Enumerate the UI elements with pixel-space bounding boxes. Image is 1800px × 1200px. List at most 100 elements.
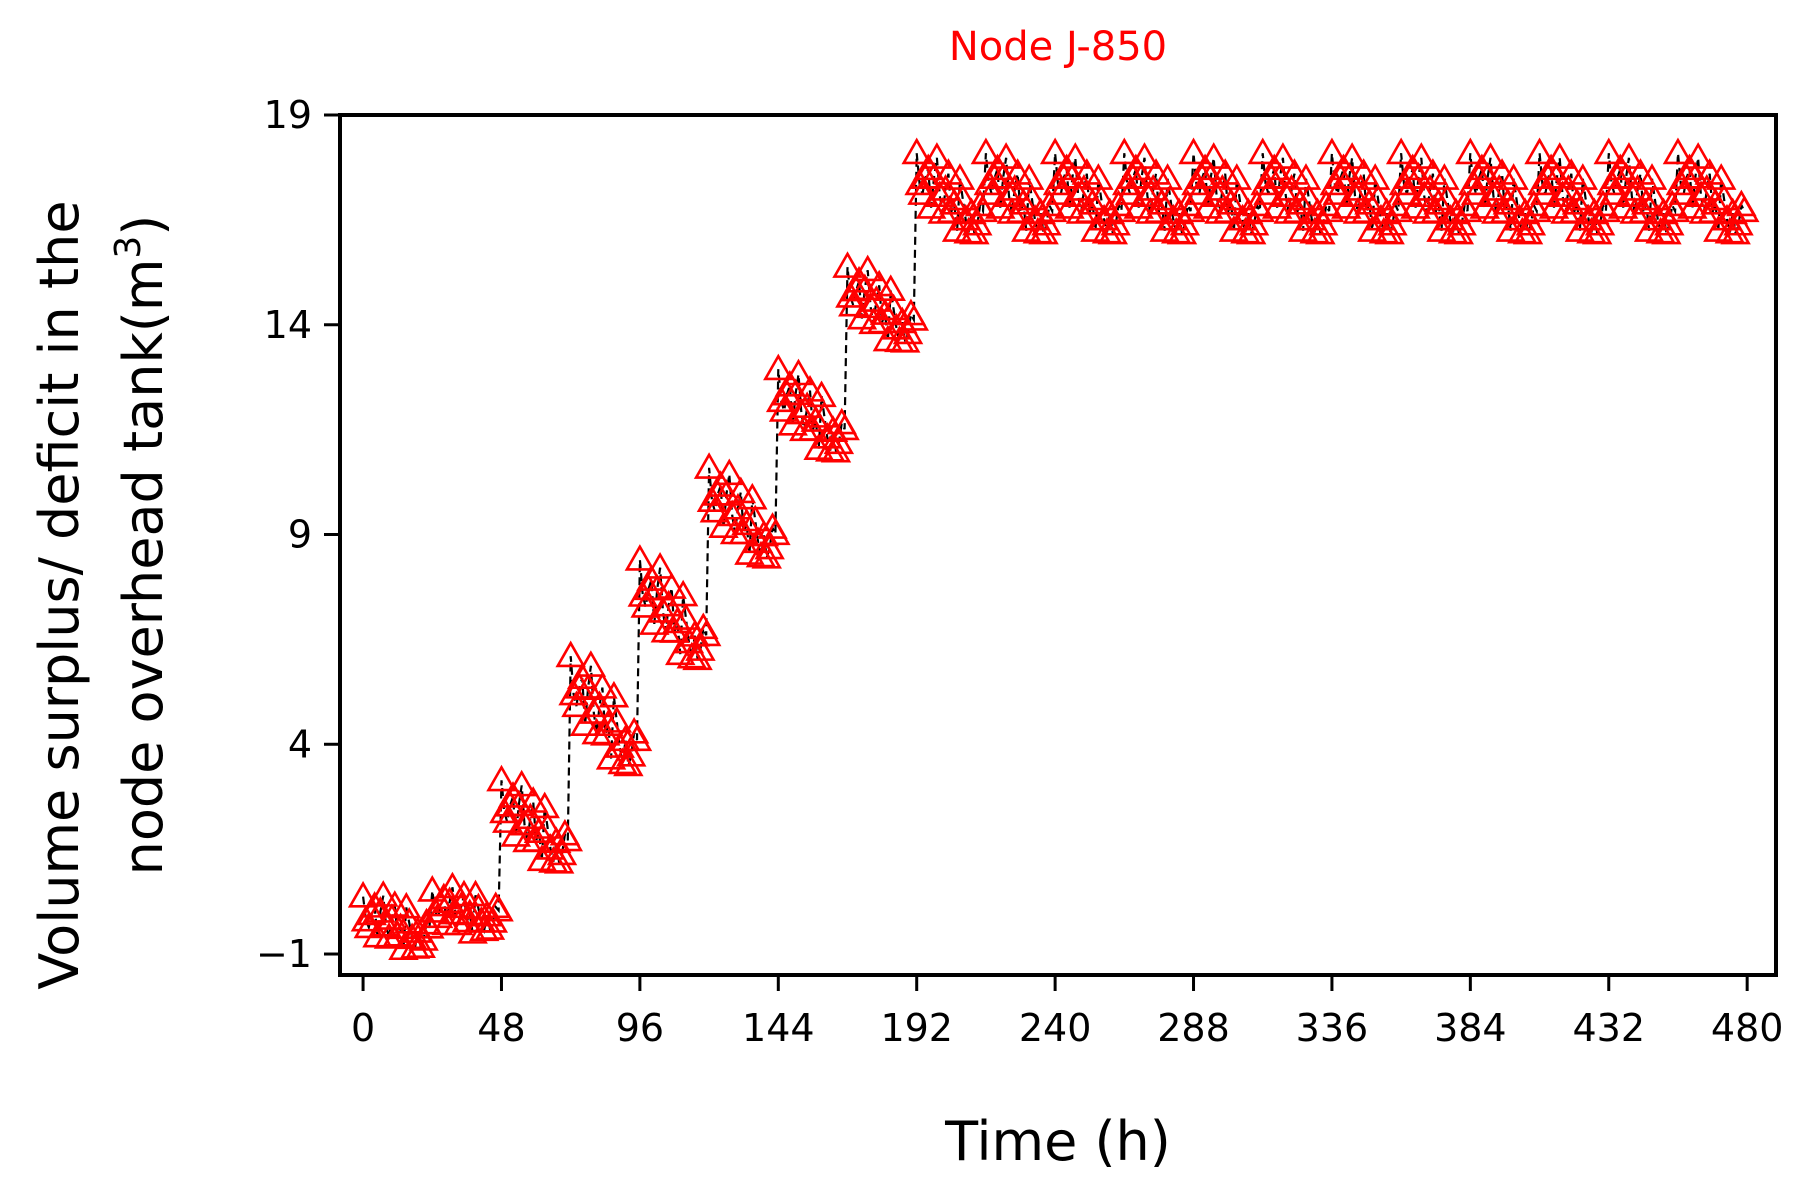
data-point [627,580,659,607]
data-point [690,619,722,647]
data-point [1654,208,1685,236]
data-point [1253,178,1284,205]
chart-title: Node J-850 [949,24,1167,70]
data-point [1455,137,1486,165]
data-point [737,482,768,510]
data-point [555,640,586,668]
data-point [1042,168,1074,196]
x-tick-label: 384 [1434,1006,1507,1050]
data-point [754,532,785,560]
data-point [1031,208,1062,236]
data-point [1524,137,1555,165]
data-point [1429,163,1460,190]
data-point [483,894,514,922]
data-point [1316,137,1348,165]
data-point [417,875,448,902]
data-point [1613,142,1645,169]
data-point [1290,163,1322,190]
x-tick-label: 480 [1711,1006,1784,1050]
x-tick-label: 240 [1019,1006,1092,1050]
data-point [1097,217,1129,245]
data-point [373,922,405,949]
data-point [1308,208,1339,236]
data-point [809,401,840,428]
data-point [1083,163,1114,190]
data-point [1682,142,1714,169]
data-point [659,616,690,643]
data-point [693,452,725,479]
y-tick-label: 19 [264,93,312,137]
data-point [1457,168,1489,196]
data-point [1599,178,1630,205]
y-axis-label-superscript: 3 [108,236,149,259]
data-point [1036,195,1068,223]
data-point [1322,178,1353,205]
data-point [1406,142,1437,169]
data-point [644,552,676,579]
data-point [1729,195,1760,223]
data-point [653,589,684,617]
data-point [763,353,794,381]
x-tick-label: 144 [742,1006,815,1050]
data-point [1152,163,1183,190]
data-point [866,306,898,334]
data-point [1077,187,1108,215]
data-point [621,724,653,752]
data-point [751,541,783,569]
data-point [1651,217,1682,245]
data-point [852,254,883,282]
data-point [1720,217,1751,245]
y-axis-label: Volume surplus/ deficit in the node over… [28,200,175,989]
data-point [601,705,633,733]
data-point [731,508,762,536]
data-point [1109,137,1140,165]
x-ticks: 0 48 96 144 192 240 288 336 384 432 480 [351,975,1783,1050]
data-point [973,168,1005,196]
data-point [385,912,416,940]
data-point [368,880,399,907]
data-point [1284,187,1316,215]
data-point [1443,217,1475,245]
data-point [1561,187,1593,215]
data-point [768,395,800,422]
data-point [832,251,863,278]
data-point [587,672,618,699]
data-point [613,749,644,777]
data-point [1584,208,1616,236]
data-point [699,495,731,523]
data-point [990,142,1022,169]
data-point [1662,137,1694,165]
data-point [1374,217,1405,245]
data-point [1313,195,1345,223]
data-point [1305,217,1336,245]
data-point [584,690,615,718]
data-point [607,747,638,775]
data-point [561,690,592,718]
data-point [676,641,708,669]
data-point [1581,217,1613,245]
data-point [685,634,716,661]
y-tick-label: −1 [256,932,312,976]
data-point [1530,178,1561,205]
x-axis-label: Time (h) [944,1110,1171,1173]
data-point [959,217,990,245]
data-point [437,871,468,899]
data-point [921,142,953,169]
data-point [1184,178,1215,205]
data-point [1178,137,1209,165]
data-point [575,650,607,677]
data-point [1596,168,1627,196]
x-tick-label: 192 [880,1006,953,1050]
data-point [722,492,754,520]
data-point [938,187,970,215]
data-point [592,709,624,737]
x-tick-label: 432 [1572,1006,1645,1050]
x-tick-label: 288 [1157,1006,1230,1050]
data-point [532,812,563,839]
data-point [1175,195,1206,223]
y-axis-label-line2: node overhead tank(m3) [108,215,175,876]
data-point [1631,187,1662,215]
data-point [1008,187,1039,215]
data-point [1665,168,1697,196]
